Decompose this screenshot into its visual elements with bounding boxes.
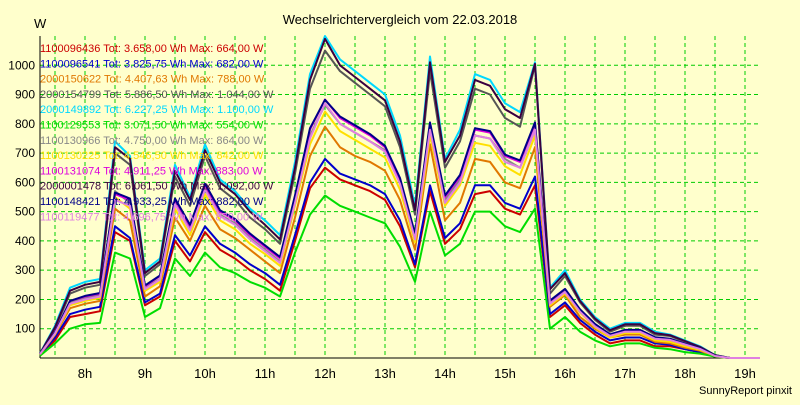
legend-entry-2: 1100096541 Tot: 3.825,75 Wh Max: 682,00 …	[40, 58, 264, 70]
x-tick-label: 17h	[614, 366, 636, 381]
y-axis-label: W	[34, 16, 47, 31]
y-tick-label: 300	[15, 263, 35, 277]
series-line-1	[39, 166, 760, 359]
x-tick-label: 16h	[554, 366, 576, 381]
x-tick-label: 19h	[734, 366, 756, 381]
series-line-2	[39, 157, 760, 359]
y-tick-label: 800	[15, 117, 35, 131]
x-tick-label: 10h	[194, 366, 216, 381]
series-line-4	[39, 49, 760, 359]
chart-title: Wechselrichtervergleich vom 22.03.2018	[283, 12, 518, 27]
x-tick-label: 11h	[255, 366, 276, 381]
legend-entry-6: 1100129553 Tot: 3.071,50 Wh Max: 554,00 …	[40, 120, 264, 132]
series-lines	[39, 35, 760, 359]
y-tick-label: 200	[15, 292, 35, 306]
legend-entry-1: 1100096436 Tot: 3.658,00 Wh Max: 664,00 …	[40, 43, 264, 55]
series-line-12	[39, 102, 760, 359]
series-line-6	[39, 194, 760, 359]
x-tick-label: 12h	[314, 366, 336, 381]
x-tick-label: 15h	[494, 366, 516, 381]
x-tick-label: 13h	[374, 366, 396, 381]
legend-entry-12: 1100119477 Tot: 4.696,75 Wh Max: 870,00 …	[40, 211, 263, 223]
y-tick-label: 500	[15, 205, 35, 219]
legend-entry-9: 1100131074 Tot: 4.911,25 Wh Max: 883,00 …	[40, 165, 263, 177]
legend-entry-7: 1100130966 Tot: 4.750,00 Wh Max: 864,00 …	[40, 135, 264, 147]
legend-entry-5: 2000149892 Tot: 6.227,25 Wh Max: 1.100,0…	[40, 104, 274, 116]
x-tick-label: 14h	[434, 366, 456, 381]
y-tick-label: 100	[15, 322, 35, 336]
axes: 100 200 300 400 500 600 700 800 900 1000 8h 9h 10h 11…	[8, 36, 760, 381]
legend-entry-3: 2000150622 Tot: 4.407,63 Wh Max: 788,00 …	[40, 74, 265, 86]
x-tick-label: 18h	[674, 366, 696, 381]
x-tick-label: 9h	[138, 366, 152, 381]
legend-entry-11: 1100148421 Tot: 4.933,25 Wh Max: 882,00 …	[40, 196, 264, 208]
legend: 1100096436 Tot: 3.658,00 Wh Max: 664,00 …	[40, 43, 274, 223]
series-line-10	[39, 37, 760, 359]
footer-credit: SunnyReport pinxit	[699, 385, 792, 397]
y-tick-label: 600	[15, 175, 35, 189]
legend-entry-4: 2000154799 Tot: 5.886,50 Wh Max: 1.044,0…	[40, 89, 274, 101]
y-tick-label: 1000	[8, 58, 35, 72]
legend-entry-10: 2000001478 Tot: 6.061,50 Wh Max: 1.092,0…	[40, 181, 274, 193]
series-line-8	[39, 110, 760, 359]
y-tick-label: 900	[15, 88, 35, 102]
x-tick-label: 8h	[78, 366, 92, 381]
series-line-3	[39, 125, 760, 359]
legend-entry-8: 1100130225 Tot: 4.546,50 Wh Max: 842,00 …	[40, 150, 264, 162]
y-tick-label: 700	[15, 146, 35, 160]
y-tick-label: 400	[15, 234, 35, 248]
